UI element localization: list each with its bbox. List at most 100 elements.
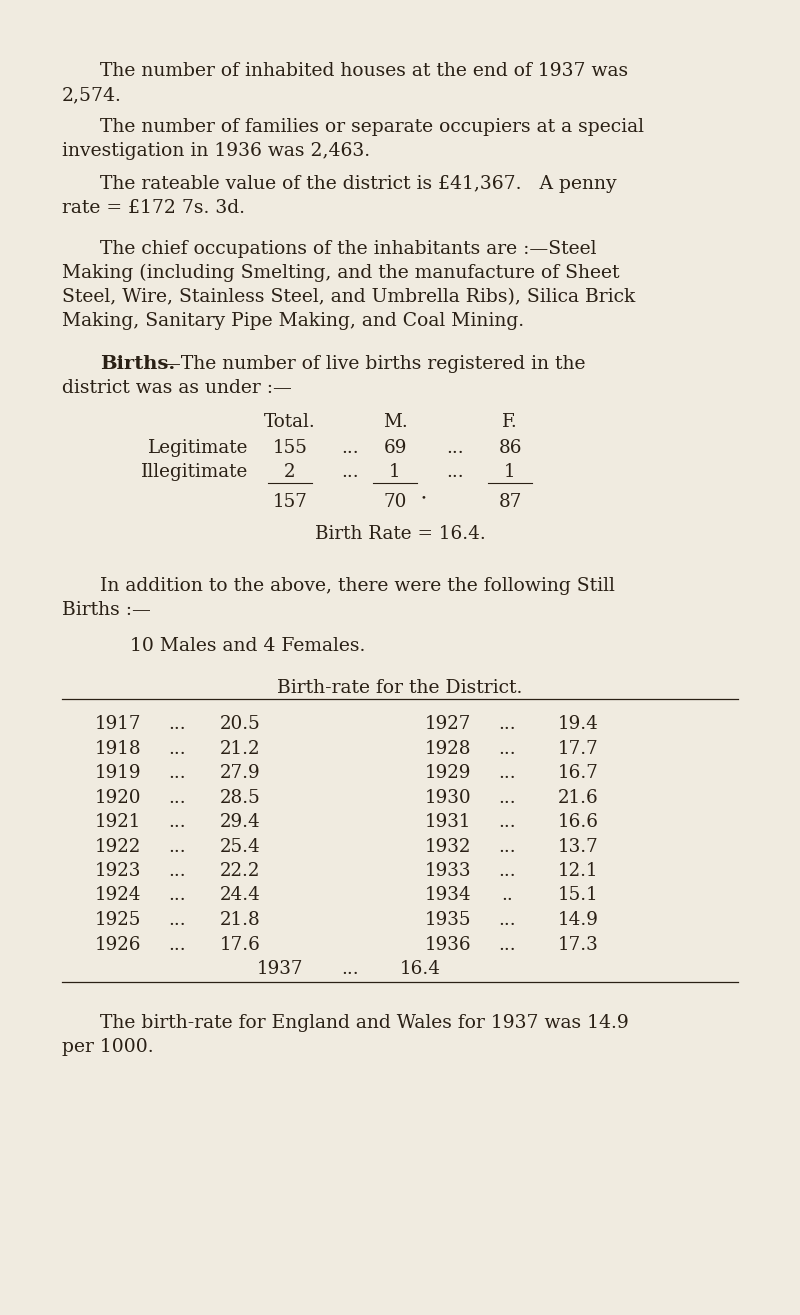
Text: 1931: 1931 [425,813,471,831]
Text: ...: ... [498,838,516,856]
Text: ...: ... [168,764,186,782]
Text: 1: 1 [504,463,516,481]
Text: F.: F. [502,413,518,431]
Text: ...: ... [498,911,516,928]
Text: 17.6: 17.6 [219,935,261,953]
Text: 12.1: 12.1 [558,863,598,880]
Text: 17.7: 17.7 [558,739,598,757]
Text: 2: 2 [284,463,296,481]
Text: —The number of live births registered in the: —The number of live births registered in… [162,355,586,373]
Text: ...: ... [341,960,359,978]
Text: 1926: 1926 [94,935,142,953]
Text: ...: ... [168,813,186,831]
Text: 155: 155 [273,439,307,458]
Text: ...: ... [168,886,186,905]
Text: ..: .. [501,886,513,905]
Text: ...: ... [498,764,516,782]
Text: 16.7: 16.7 [558,764,598,782]
Text: ...: ... [446,439,464,458]
Text: Births.: Births. [100,355,175,373]
Text: ...: ... [168,739,186,757]
Text: ...: ... [341,439,359,458]
Text: 157: 157 [273,493,307,512]
Text: 17.3: 17.3 [558,935,598,953]
Text: 14.9: 14.9 [558,911,598,928]
Text: ...: ... [341,463,359,481]
Text: rate = £172 7s. 3d.: rate = £172 7s. 3d. [62,199,245,217]
Text: 24.4: 24.4 [219,886,261,905]
Text: 1929: 1929 [425,764,471,782]
Text: district was as under :—: district was as under :— [62,379,292,397]
Text: 86: 86 [498,439,522,458]
Text: The chief occupations of the inhabitants are :—Steel: The chief occupations of the inhabitants… [100,241,597,258]
Text: per 1000.: per 1000. [62,1038,154,1056]
Text: ...: ... [168,935,186,953]
Text: 1930: 1930 [425,789,471,806]
Text: 16.4: 16.4 [399,960,441,978]
Text: ...: ... [498,715,516,732]
Text: Births :—: Births :— [62,601,151,619]
Text: ...: ... [168,789,186,806]
Text: Steel, Wire, Stainless Steel, and Umbrella Ribs), Silica Brick: Steel, Wire, Stainless Steel, and Umbrel… [62,288,635,306]
Text: The number of inhabited houses at the end of 1937 was: The number of inhabited houses at the en… [100,62,628,80]
Text: The rateable value of the district is £41,367.   A penny: The rateable value of the district is £4… [100,175,617,193]
Text: 69: 69 [383,439,406,458]
Text: investigation in 1936 was 2,463.: investigation in 1936 was 2,463. [62,142,370,160]
Text: 70: 70 [383,493,406,512]
Text: 28.5: 28.5 [220,789,260,806]
Text: 1918: 1918 [94,739,142,757]
Text: 20.5: 20.5 [220,715,260,732]
Text: •: • [420,493,426,502]
Text: 1927: 1927 [425,715,471,732]
Text: ...: ... [498,935,516,953]
Text: 1935: 1935 [425,911,471,928]
Text: 10 Males and 4 Females.: 10 Males and 4 Females. [130,636,366,655]
Text: 21.2: 21.2 [220,739,260,757]
Text: 2,574.: 2,574. [62,85,122,104]
Text: In addition to the above, there were the following Still: In addition to the above, there were the… [100,577,615,594]
Text: ...: ... [498,739,516,757]
Text: 87: 87 [498,493,522,512]
Text: ...: ... [498,813,516,831]
Text: 21.8: 21.8 [220,911,260,928]
Text: Making, Sanitary Pipe Making, and Coal Mining.: Making, Sanitary Pipe Making, and Coal M… [62,312,524,330]
Text: 25.4: 25.4 [220,838,260,856]
Text: 1920: 1920 [94,789,142,806]
Text: Total.: Total. [264,413,316,431]
Text: The number of families or separate occupiers at a special: The number of families or separate occup… [100,118,644,135]
Text: 1924: 1924 [94,886,142,905]
Text: 1917: 1917 [94,715,142,732]
Text: ...: ... [446,463,464,481]
Text: 1932: 1932 [425,838,471,856]
Text: 13.7: 13.7 [558,838,598,856]
Text: 1921: 1921 [95,813,141,831]
Text: Birth Rate = 16.4.: Birth Rate = 16.4. [314,525,486,543]
Text: 1936: 1936 [425,935,471,953]
Text: Birth-rate for the District.: Birth-rate for the District. [278,679,522,697]
Text: 1923: 1923 [95,863,141,880]
Text: 1934: 1934 [425,886,471,905]
Text: The birth-rate for England and Wales for 1937 was 14.9: The birth-rate for England and Wales for… [100,1014,629,1032]
Text: 1925: 1925 [95,911,141,928]
Text: 1: 1 [389,463,401,481]
Text: 29.4: 29.4 [220,813,260,831]
Text: 19.4: 19.4 [558,715,598,732]
Text: 1928: 1928 [425,739,471,757]
Text: 27.9: 27.9 [220,764,260,782]
Text: 1922: 1922 [95,838,141,856]
Text: 1937: 1937 [257,960,303,978]
Text: M.: M. [382,413,407,431]
Text: Legitimate: Legitimate [147,439,248,458]
Text: 21.6: 21.6 [558,789,598,806]
Text: ...: ... [498,863,516,880]
Text: ...: ... [498,789,516,806]
Text: 1919: 1919 [94,764,142,782]
Text: Illegitimate: Illegitimate [141,463,248,481]
Text: Making (including Smelting, and the manufacture of Sheet: Making (including Smelting, and the manu… [62,264,619,283]
Text: ...: ... [168,863,186,880]
Text: 15.1: 15.1 [558,886,598,905]
Text: 1933: 1933 [425,863,471,880]
Text: 16.6: 16.6 [558,813,598,831]
Text: 22.2: 22.2 [220,863,260,880]
Text: ...: ... [168,911,186,928]
